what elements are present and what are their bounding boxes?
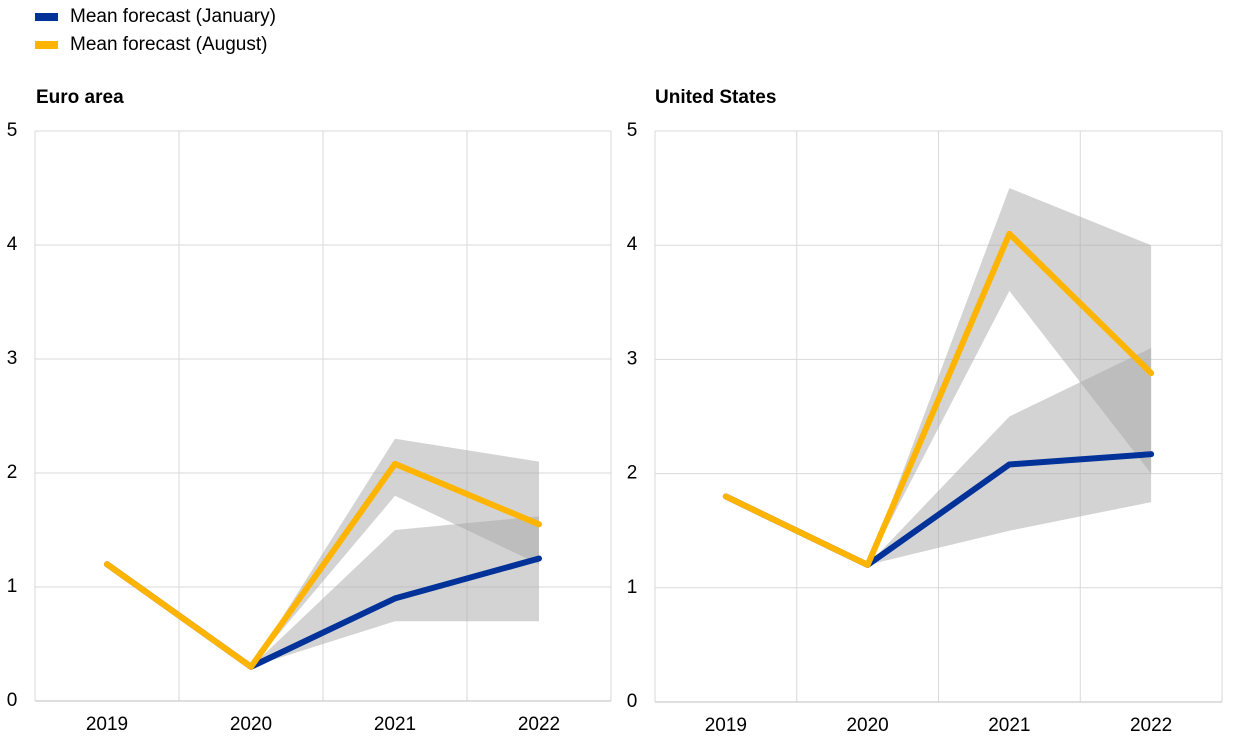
y-tick-label: 4 (627, 234, 638, 255)
y-tick-label: 1 (627, 577, 638, 598)
panel-title: United States (655, 87, 776, 108)
x-tick-label: 2021 (988, 715, 1030, 736)
y-tick-label: 0 (7, 690, 18, 711)
forecast-line (722, 230, 1155, 568)
forecast-range (251, 516, 539, 667)
x-tick-label: 2019 (86, 714, 128, 735)
forecast-line (104, 460, 542, 670)
legend-label: Mean forecast (January) (70, 6, 276, 27)
y-tick-label: 3 (627, 348, 638, 369)
y-tick-label: 4 (7, 234, 18, 255)
x-tick-label: 2021 (374, 714, 416, 735)
panel-title: Euro area (36, 87, 124, 108)
x-tick-label: 2019 (705, 715, 747, 736)
forecast-range (867, 347, 1152, 565)
y-tick-label: 3 (7, 348, 18, 369)
x-tick-label: 2022 (518, 714, 560, 735)
y-tick-label: 1 (7, 576, 18, 597)
x-tick-label: 2020 (846, 715, 888, 736)
y-tick-label: 0 (627, 691, 638, 712)
y-tick-label: 2 (7, 462, 18, 483)
y-tick-label: 5 (7, 120, 18, 141)
y-tick-label: 5 (627, 120, 638, 141)
x-tick-label: 2022 (1130, 715, 1172, 736)
legend-label: Mean forecast (August) (70, 34, 267, 55)
y-tick-label: 2 (627, 463, 638, 484)
x-tick-label: 2020 (230, 714, 272, 735)
legend-swatch (35, 41, 58, 49)
forecast-range (867, 188, 1152, 565)
legend-swatch (35, 13, 58, 21)
